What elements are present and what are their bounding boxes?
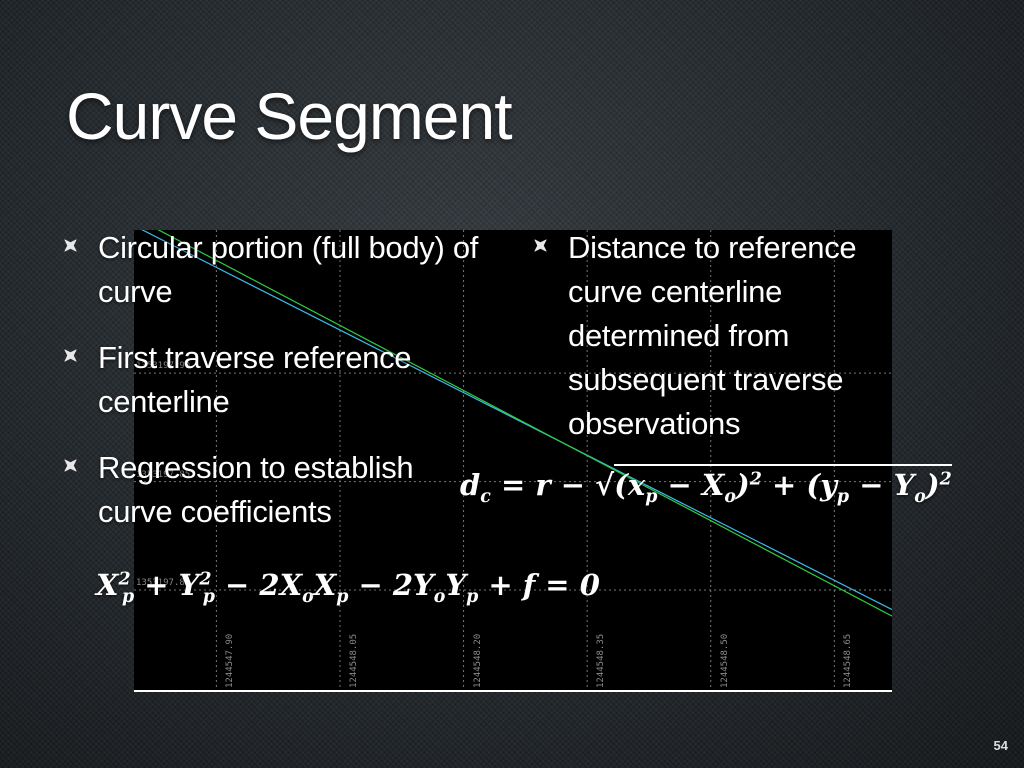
bullet-item: Regression to establish curve coefficien… xyxy=(64,446,484,534)
bullet-item: Circular portion (full body) of curve xyxy=(64,226,484,314)
bullet-icon xyxy=(64,239,77,252)
bullet-icon xyxy=(64,459,77,472)
y-tick-label: 1353197.80 xyxy=(136,578,191,589)
chart-svg xyxy=(134,230,892,692)
y-tick-label: 1353197.90 xyxy=(136,361,191,372)
x-tick-label: 1244548.20 xyxy=(472,633,483,688)
x-tick-label: 1244548.35 xyxy=(596,633,607,688)
chart-grid xyxy=(134,230,892,692)
y-tick-label: 1353197.85 xyxy=(136,469,191,480)
bullet-item: Distance to reference curve centerline d… xyxy=(534,226,914,446)
page-number: 54 xyxy=(993,738,1008,753)
bullet-text: Regression to establish curve coefficien… xyxy=(98,450,414,529)
chart-series xyxy=(141,230,892,617)
right-bullet-column: Distance to reference curve centerline d… xyxy=(534,226,914,446)
bullet-icon xyxy=(64,349,77,362)
bullet-icon xyxy=(534,239,547,252)
distance-equation: dc = r − √(xp − Xo)2 + (yp − Yo)2 xyxy=(460,464,952,507)
bullet-text: Distance to reference curve centerline d… xyxy=(568,230,857,441)
x-tick-label: 1244548.05 xyxy=(348,633,359,688)
series-line xyxy=(157,230,892,617)
series-line xyxy=(141,230,892,611)
x-tick-label: 1244547.90 xyxy=(225,633,236,688)
x-tick-label: 1244548.50 xyxy=(719,633,730,688)
bullet-item: First traverse reference centerline xyxy=(64,336,484,424)
sqrt-radicand: (xp − Xo)2 + (yp − Yo)2 xyxy=(614,464,952,507)
x-tick-label: 1244548.65 xyxy=(843,633,854,688)
chart-plot-area: 1353197.90 1353197.85 1353197.80 1244547.9… xyxy=(134,230,892,692)
regression-equation: X2p + Y2p − 2XoXp − 2YoYp + f = 0 xyxy=(96,568,600,607)
left-bullet-column: Circular portion (full body) of curve Fi… xyxy=(64,226,484,556)
bullet-text: Circular portion (full body) of curve xyxy=(98,230,479,309)
slide-title: Curve Segment xyxy=(66,79,513,153)
bullet-text: First traverse reference centerline xyxy=(98,340,412,419)
